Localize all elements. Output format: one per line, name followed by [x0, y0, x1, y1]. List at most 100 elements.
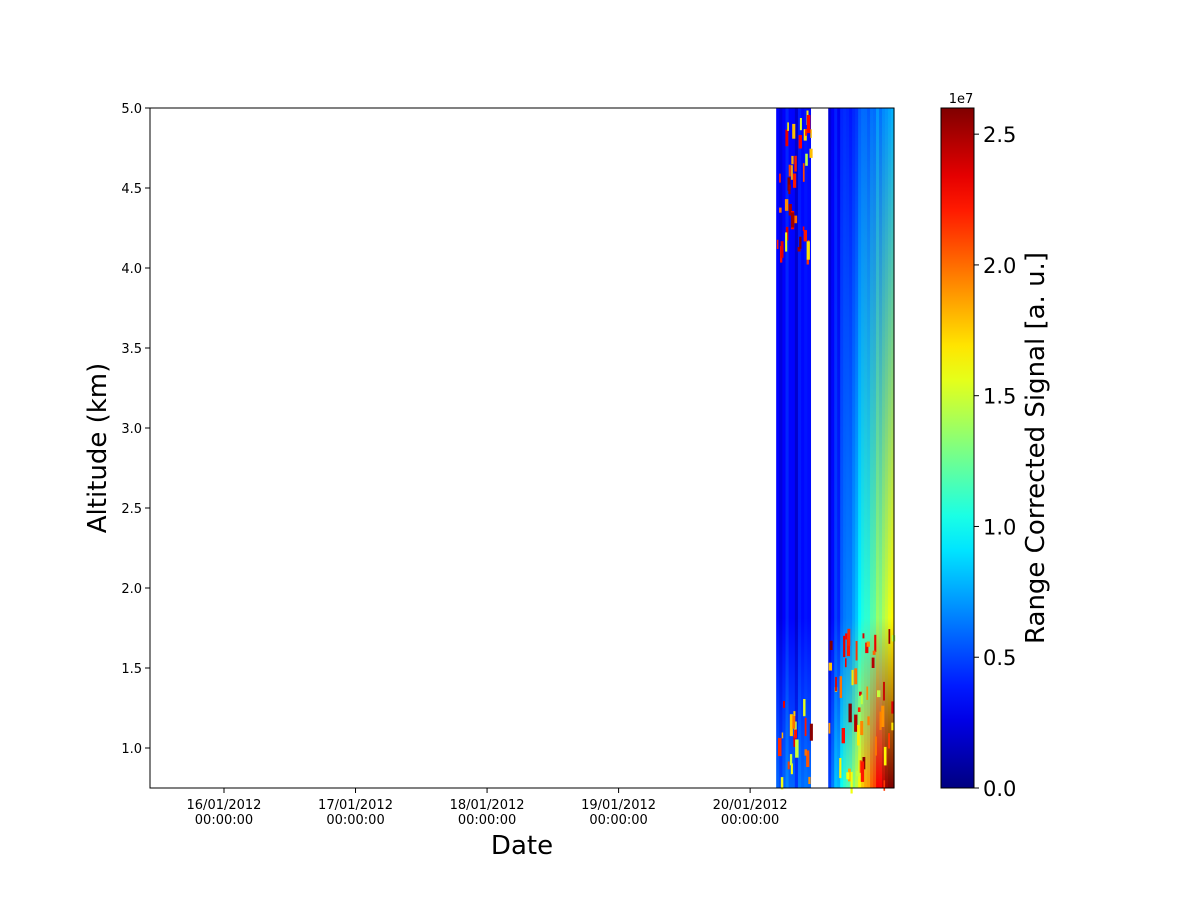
signal-speckle — [835, 676, 837, 692]
x-tick-label-time: 00:00:00 — [721, 813, 779, 828]
y-tick-label: 3.0 — [121, 422, 142, 437]
signal-speckle — [805, 129, 808, 136]
signal-speckle — [791, 212, 795, 228]
signal-speckle — [857, 724, 860, 746]
y-tick-label: 3.5 — [121, 342, 142, 357]
signal-speckle — [866, 641, 870, 647]
signal-speckle — [792, 715, 796, 729]
data-column — [801, 108, 805, 788]
signal-speckle — [781, 732, 784, 739]
signal-speckle — [803, 230, 807, 242]
data-column — [846, 108, 850, 788]
signal-speckle — [877, 690, 881, 698]
signal-speckle — [883, 780, 886, 791]
signal-speckle — [778, 737, 782, 757]
signal-speckle — [789, 754, 793, 766]
x-tick-label-time: 00:00:00 — [326, 813, 384, 828]
signal-speckle — [829, 640, 833, 650]
data-column — [807, 108, 812, 788]
signal-speckle — [828, 662, 832, 671]
signal-speckle — [779, 173, 781, 183]
colorbar-tick-label: 0.5 — [983, 646, 1016, 670]
signal-speckle — [810, 129, 812, 138]
data-column — [776, 108, 780, 788]
signal-speckle — [799, 236, 802, 249]
signal-speckle — [790, 763, 793, 775]
signal-speckle — [847, 628, 851, 646]
signal-speckle — [806, 750, 810, 767]
data-column — [797, 108, 802, 788]
signal-speckle — [859, 691, 862, 696]
signal-speckle — [779, 207, 782, 213]
signal-speckle — [850, 771, 853, 794]
signal-speckle — [843, 635, 846, 658]
data-column — [870, 108, 874, 788]
colorbar-tick-label: 1.0 — [983, 515, 1016, 539]
signal-speckle — [862, 633, 865, 639]
signal-speckle — [888, 733, 890, 749]
y-axis-label: Altitude (km) — [83, 363, 113, 534]
signal-speckle — [848, 703, 852, 723]
y-tick-label: 2.0 — [121, 582, 142, 597]
signal-speckle — [851, 669, 854, 686]
signal-speckle — [780, 777, 784, 790]
signal-speckle — [809, 723, 813, 741]
colorbar-label: Range Corrected Signal [a. u.] — [1021, 252, 1051, 644]
signal-speckle — [867, 716, 870, 726]
signal-speckle — [845, 633, 848, 640]
signal-speckle — [866, 686, 869, 700]
data-column — [840, 108, 844, 788]
y-axis-ticks: 1.0 1.5 2.0 2.5 3.0 3.5 4.0 4.5 5.0 — [121, 102, 150, 757]
signal-speckle — [793, 215, 798, 224]
data-column — [837, 108, 841, 788]
signal-speckle — [860, 721, 864, 736]
y-tick-label: 4.0 — [121, 262, 142, 277]
data-column — [828, 108, 832, 788]
signal-speckle — [794, 729, 797, 739]
data-column — [891, 108, 895, 788]
signal-speckle — [839, 758, 842, 779]
data-column — [858, 108, 862, 788]
data-column — [843, 108, 847, 788]
signal-speckle — [805, 153, 808, 166]
x-tick-label: 19/01/2012 — [581, 798, 656, 813]
x-tick-label: 16/01/2012 — [187, 798, 262, 813]
signal-speckle — [788, 188, 791, 195]
signal-speckle — [787, 177, 791, 191]
signal-speckle — [839, 676, 843, 698]
y-tick-label: 4.5 — [121, 182, 142, 197]
x-tick-label: 18/01/2012 — [450, 798, 525, 813]
signal-speckle — [788, 204, 792, 216]
data-segment — [776, 108, 813, 790]
data-column — [791, 108, 796, 788]
signal-speckle — [855, 641, 858, 661]
y-tick-label: 1.5 — [121, 662, 142, 677]
signal-speckle — [806, 258, 809, 265]
y-tick-label: 5.0 — [121, 102, 142, 117]
signal-speckle — [802, 226, 805, 231]
signal-speckle — [881, 705, 885, 727]
signal-speckle — [791, 165, 793, 180]
signal-speckle — [794, 155, 797, 172]
x-tick-label-time: 00:00:00 — [458, 813, 516, 828]
colorbar: 0.0 0.5 1.0 1.5 2.0 2.5 1e7 Range Corrected S… — [940, 92, 1051, 801]
colorbar-exponent: 1e7 — [949, 92, 974, 107]
signal-speckle — [804, 717, 807, 737]
signal-speckle — [793, 173, 797, 188]
data-column — [867, 108, 871, 788]
data-column — [849, 108, 853, 788]
colorbar-tick-label: 2.0 — [983, 254, 1016, 278]
colorbar-ticks: 0.0 0.5 1.0 1.5 2.0 2.5 — [974, 123, 1016, 801]
x-axis-label: Date — [491, 831, 553, 861]
signal-speckle — [860, 694, 863, 705]
data-column — [834, 108, 838, 788]
data-column — [785, 108, 790, 788]
signal-speckle — [776, 239, 779, 249]
colorbar-tick-label: 2.5 — [983, 123, 1016, 147]
signal-speckle — [785, 129, 789, 147]
signal-speckle — [788, 184, 791, 190]
colorbar-tick-label: 1.5 — [983, 385, 1016, 409]
signal-speckle — [856, 770, 860, 777]
data-column — [794, 108, 799, 788]
